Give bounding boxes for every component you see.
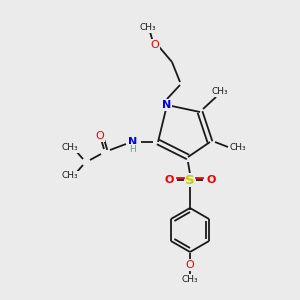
- Text: CH₃: CH₃: [230, 142, 246, 152]
- Text: O: O: [96, 131, 104, 141]
- Text: N: N: [128, 137, 138, 147]
- Text: S: S: [185, 173, 195, 187]
- Text: O: O: [206, 175, 216, 185]
- Text: CH₃: CH₃: [62, 143, 78, 152]
- Text: O: O: [151, 40, 159, 50]
- Text: CH₃: CH₃: [182, 274, 198, 284]
- Text: H: H: [130, 145, 136, 154]
- Text: O: O: [186, 260, 194, 270]
- Text: CH₃: CH₃: [140, 23, 156, 32]
- Text: CH₃: CH₃: [62, 172, 78, 181]
- Text: CH₃: CH₃: [212, 88, 228, 97]
- Text: N: N: [162, 100, 172, 110]
- Text: O: O: [164, 175, 174, 185]
